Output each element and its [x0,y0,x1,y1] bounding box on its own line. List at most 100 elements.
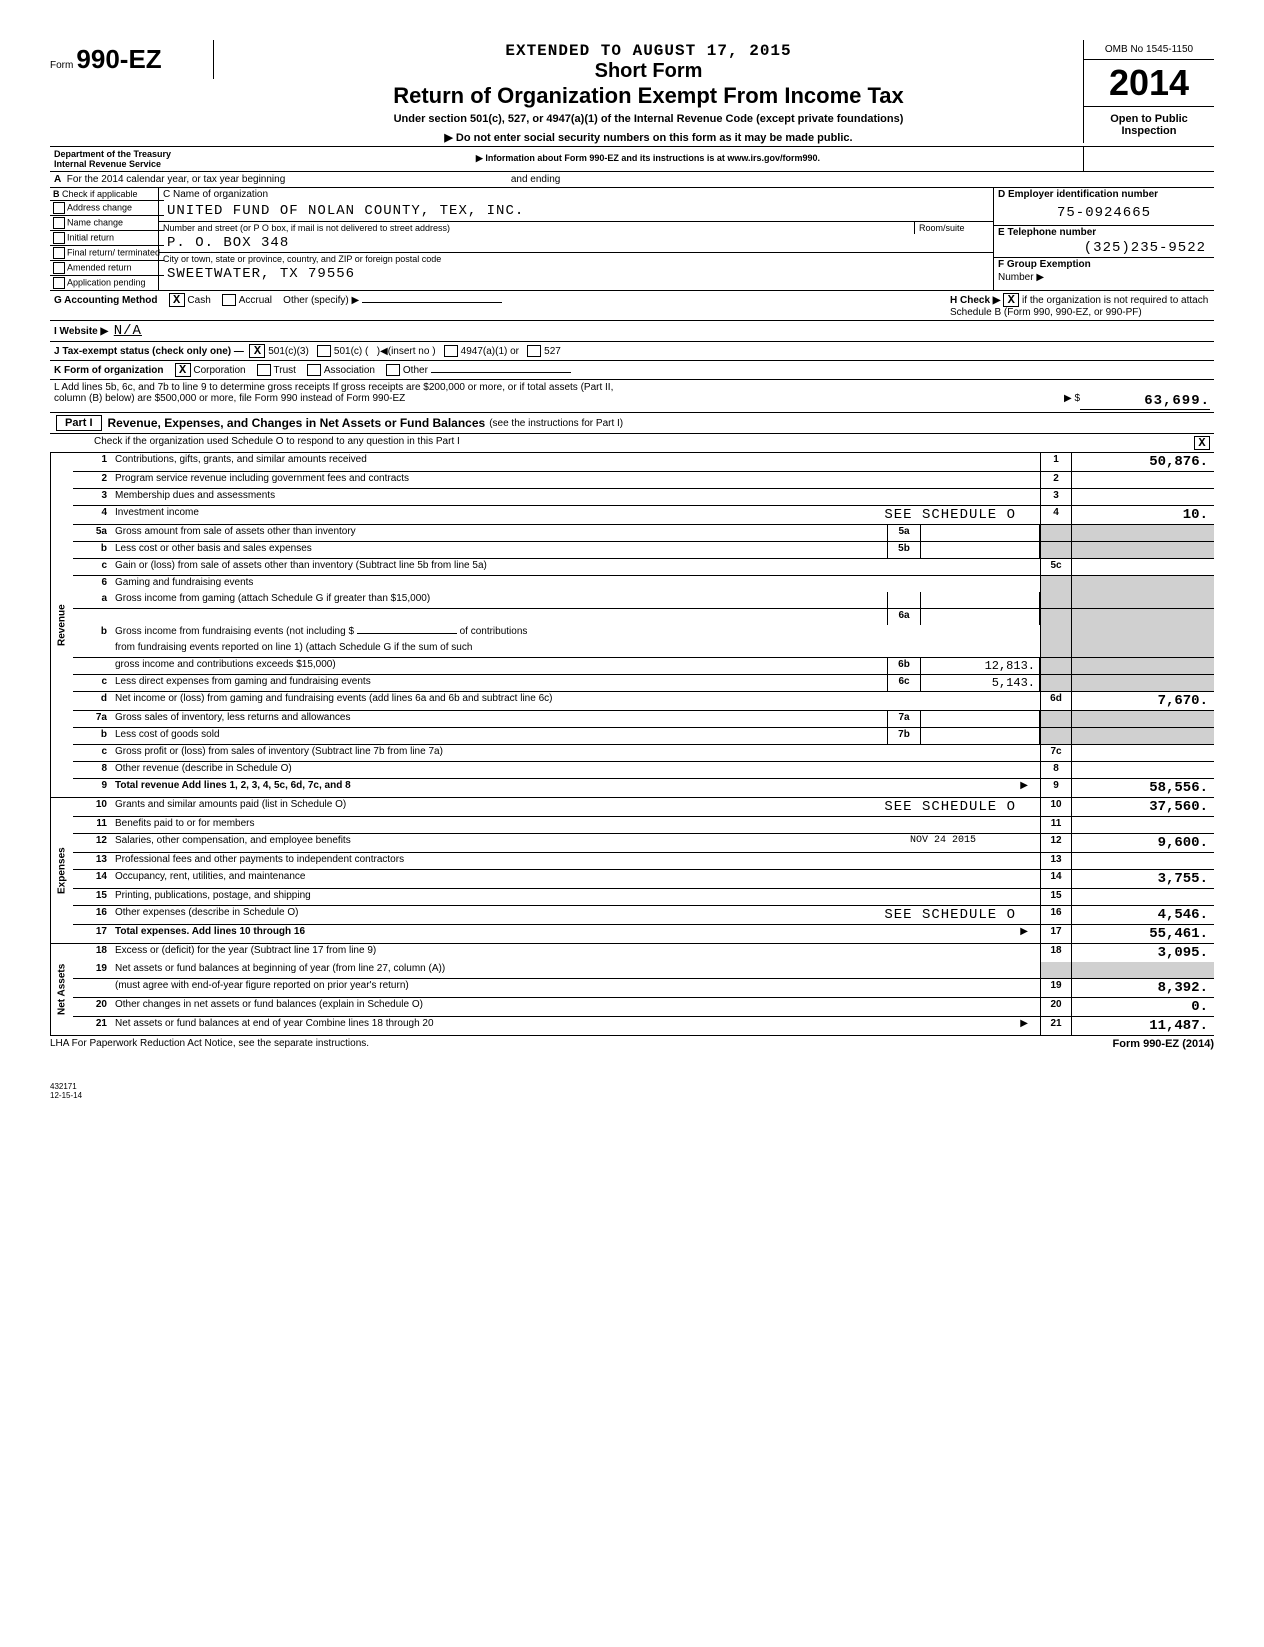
checkbox-amended[interactable] [53,262,65,274]
form-header: Form 990-EZ EXTENDED TO AUGUST 17, 2015 … [50,40,1214,147]
line15-val [1072,889,1214,905]
line7a-desc: Gross sales of inventory, less returns a… [111,711,887,727]
org-city: SWEETWATER, TX 79556 [159,265,993,283]
short-form-title: Short Form [222,60,1075,83]
checkbox-final[interactable] [53,247,65,259]
line6d-val: 7,670. [1072,692,1214,710]
line5c-val [1072,559,1214,575]
dept-line2: Internal Revenue Service [54,159,161,169]
checkbox-accrual[interactable] [222,294,236,306]
checkbox-501c[interactable] [317,345,331,357]
line10-val: 37,560. [1072,798,1214,816]
line13-val [1072,853,1214,869]
under-section: Under section 501(c), 527, or 4947(a)(1)… [222,113,1075,125]
form-label: Form [50,60,73,71]
line6d-desc: Net income or (loss) from gaming and fun… [111,692,1040,710]
c-addr-label: Number and street (or P O box, if mail i… [159,222,914,234]
d-label: D Employer identification number [994,188,1214,201]
checkbox-527[interactable] [527,345,541,357]
expenses-section: Expenses 10Grants and similar amounts pa… [50,798,1214,944]
org-addr: P. O. BOX 348 [159,234,993,252]
line6b-desc2: of contributions [460,626,528,637]
netassets-section: Net Assets 18Excess or (deficit) for the… [50,944,1214,1036]
checkbox-corp[interactable]: X [175,363,191,377]
e-label: E Telephone number [994,225,1214,239]
k-assoc: Association [324,365,375,376]
k-corp: Corporation [193,365,245,376]
part1-title: Revenue, Expenses, and Changes in Net As… [108,416,486,430]
line19-desc: Net assets or fund balances at beginning… [111,962,1040,978]
line2-val [1072,472,1214,488]
line16-desc: Other expenses (describe in Schedule O) [115,907,298,918]
line8-desc: Other revenue (describe in Schedule O) [111,762,1040,778]
block-h: H Check ▶ X if the organization is not r… [946,291,1214,320]
open-public: Open to Public Inspection [1084,107,1214,143]
line11-desc: Benefits paid to or for members [111,817,1040,833]
extended-date: EXTENDED TO AUGUST 17, 2015 [222,42,1075,60]
row-l: L Add lines 5b, 6c, and 7b to line 9 to … [50,379,1214,412]
omb-number: OMB No 1545-1150 [1084,40,1214,60]
line10-desc: Grants and similar amounts paid (list in… [115,799,346,810]
line12-val: 9,600. [1072,834,1214,852]
checkbox-cash[interactable]: X [169,293,185,307]
line8-val [1072,762,1214,778]
line7c-val [1072,745,1214,761]
row-i: I Website ▶ N/A [50,320,1214,341]
line13-desc: Professional fees and other payments to … [111,853,1040,869]
checkbox-schedule-o[interactable]: X [1194,436,1210,450]
block-b-label: Check if applicable [62,189,138,199]
k-other-field[interactable] [431,372,571,373]
checkbox-addr[interactable] [53,202,65,214]
block-a: A For the 2014 calendar year, or tax yea… [50,172,1214,187]
l-text2: column (B) below) are $500,000 or more, … [54,393,1064,410]
form-number: 990-EZ [76,44,161,74]
row-j: J Tax-exempt status (check only one) — X… [50,341,1214,360]
g-other-field[interactable] [362,302,502,303]
l-arrow: ▶ $ [1064,393,1080,410]
line6b-desc1: Gross income from fundraising events (no… [115,626,354,637]
block-g: G Accounting Method X Cash Accrual Other… [50,291,946,320]
netassets-label: Net Assets [50,944,73,1035]
l-text1: L Add lines 5b, 6c, and 7b to line 9 to … [54,382,613,393]
checkbox-h[interactable]: X [1003,293,1019,307]
j-label: J Tax-exempt status (check only one) — [54,346,244,357]
c-city-label: City or town, state or province, country… [159,252,993,265]
line6a-val [921,609,1040,625]
h-label: H Check ▶ [950,295,1000,306]
checkbox-trust[interactable] [257,364,271,376]
checkbox-initial[interactable] [53,232,65,244]
code1: 432171 [50,1082,77,1091]
c-name-label: C Name of organization [159,188,993,201]
line6b-blank[interactable] [357,633,457,634]
form-code: 432171 12-15-14 [50,1082,1214,1100]
line16-val: 4,546. [1072,906,1214,924]
line11-val [1072,817,1214,833]
room-label: Room/suite [914,222,993,234]
checkbox-name[interactable] [53,217,65,229]
f-label: F Group Exemption [994,257,1214,271]
checkbox-assoc[interactable] [307,364,321,376]
line7b-desc: Less cost of goods sold [111,728,887,744]
expenses-label: Expenses [50,798,73,943]
line5a-val [921,525,1040,541]
line9-desc: Total revenue Add lines 1, 2, 3, 4, 5c, … [115,780,351,791]
dept-treasury: Department of the Treasury Internal Reve… [50,147,213,171]
bcd-grid: B Check if applicable Address change Nam… [50,187,1214,290]
line6-desc: Gaming and fundraising events [111,576,1040,592]
form-title-block: Form 990-EZ [50,40,214,79]
g-cash: Cash [187,295,210,306]
part1-header: Part I Revenue, Expenses, and Changes in… [50,412,1214,434]
website: N/A [114,323,142,339]
checkbox-4947[interactable] [444,345,458,357]
checkbox-501c3[interactable]: X [249,344,265,358]
line15-desc: Printing, publications, postage, and shi… [111,889,1040,905]
j-4947: 4947(a)(1) or [461,346,519,357]
line17-val: 55,461. [1072,925,1214,943]
instruction-1: ▶ Do not enter social security numbers o… [222,131,1075,144]
line21-desc: Net assets or fund balances at end of ye… [115,1018,434,1029]
checkbox-app[interactable] [53,277,65,289]
block-b: B Check if applicable Address change Nam… [50,188,159,290]
checkbox-other[interactable] [386,364,400,376]
line14-val: 3,755. [1072,870,1214,888]
row-gh: G Accounting Method X Cash Accrual Other… [50,290,1214,320]
